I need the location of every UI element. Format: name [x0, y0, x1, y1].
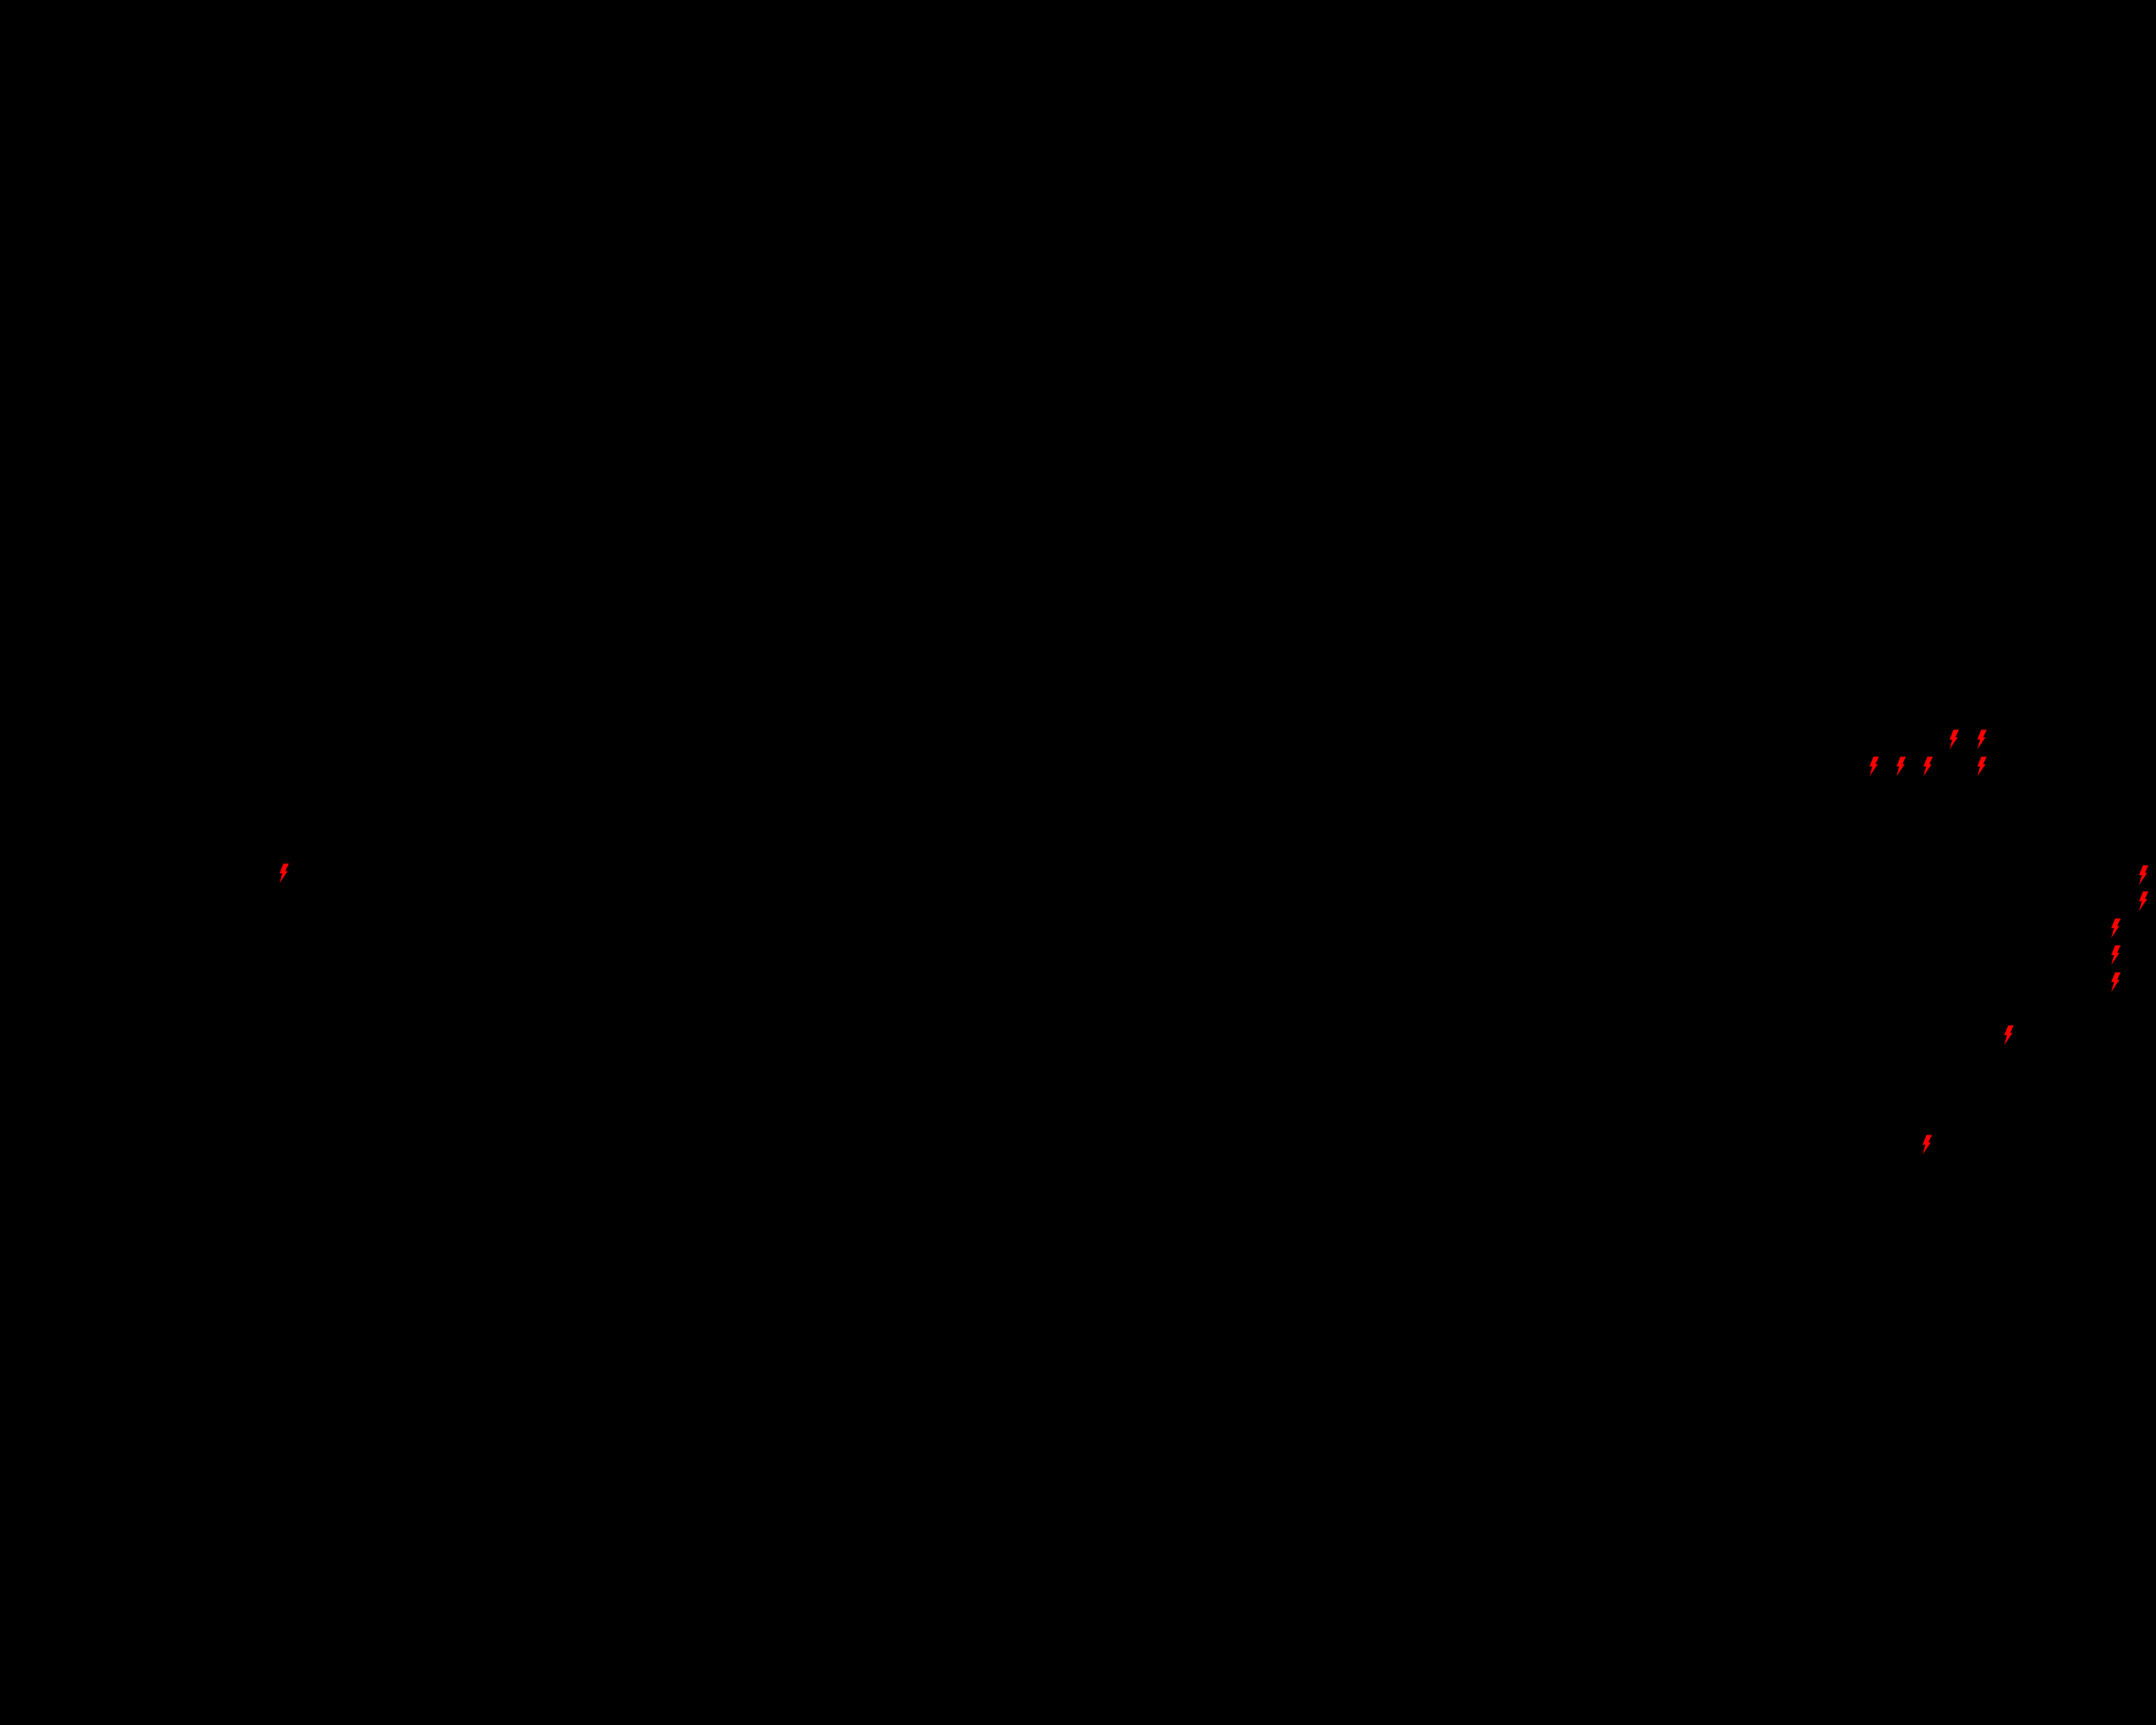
lightning-bolt-icon[interactable] — [2110, 918, 2121, 938]
lightning-bolt-icon[interactable] — [1895, 756, 1906, 777]
lightning-bolt-icon[interactable] — [1921, 1135, 1932, 1155]
lightning-bolt-icon[interactable] — [1868, 756, 1879, 777]
lightning-bolt-icon[interactable] — [2003, 1025, 2014, 1045]
lightning-bolt-icon[interactable] — [2137, 891, 2148, 911]
lightning-bolt-icon[interactable] — [1948, 729, 1959, 750]
lightning-bolt-icon[interactable] — [1976, 729, 1987, 750]
lightning-bolt-icon[interactable] — [2137, 865, 2148, 885]
lightning-bolt-icon[interactable] — [278, 863, 289, 884]
lightning-bolt-icon[interactable] — [1922, 756, 1933, 777]
lightning-bolt-icon[interactable] — [1976, 756, 1987, 777]
lightning-bolt-icon[interactable] — [2110, 972, 2121, 992]
lightning-bolt-icon[interactable] — [2110, 945, 2121, 965]
